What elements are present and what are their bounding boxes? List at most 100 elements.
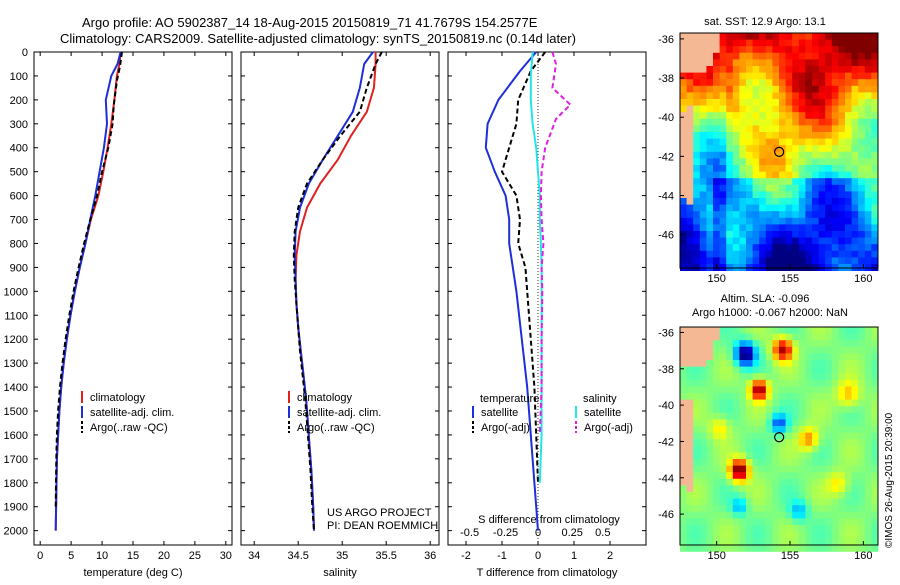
ocean-cell	[772, 244, 780, 252]
ocean-cell	[699, 379, 707, 387]
ocean-cell	[805, 231, 813, 238]
ocean-cell	[805, 158, 813, 166]
ocean-cell	[845, 257, 852, 265]
ocean-cell	[818, 485, 826, 493]
ocean-cell	[772, 92, 780, 100]
ocean-cell	[871, 198, 879, 205]
x-tick-label: 34.5	[287, 550, 308, 562]
ocean-cell	[818, 511, 826, 519]
ocean-cell	[746, 105, 753, 113]
ocean-cell	[719, 165, 727, 172]
ocean-cell	[765, 184, 773, 192]
ocean-cell	[825, 132, 833, 139]
ocean-cell	[772, 379, 780, 387]
ocean-cell	[858, 432, 866, 440]
ocean-cell	[726, 105, 734, 113]
ocean-cell	[713, 105, 720, 113]
ocean-cell	[719, 178, 727, 186]
ocean-cell	[864, 79, 872, 87]
ocean-cell	[851, 99, 859, 106]
ocean-cell	[798, 59, 806, 67]
ocean-cell	[845, 426, 852, 433]
ocean-cell	[851, 158, 859, 166]
ocean-cell	[779, 92, 786, 100]
ocean-cell	[805, 79, 813, 87]
ocean-cell	[785, 531, 793, 539]
ocean-cell	[719, 386, 727, 394]
ocean-cell	[765, 178, 773, 186]
ocean-cell	[805, 333, 813, 341]
ocean-cell	[739, 465, 747, 473]
ocean-cell	[851, 79, 859, 87]
ocean-cell	[772, 171, 780, 179]
ocean-cell	[812, 33, 819, 40]
ocean-cell	[732, 399, 740, 407]
ocean-cell	[719, 327, 727, 334]
legend-label: Argo(..raw -QC)	[297, 422, 375, 434]
ocean-cell	[845, 151, 852, 159]
ocean-cell	[732, 472, 740, 480]
ocean-cell	[726, 538, 734, 546]
ocean-cell	[825, 99, 833, 106]
ocean-cell	[746, 360, 753, 367]
ocean-cell	[732, 39, 740, 47]
ocean-cell	[680, 393, 687, 400]
ocean-cell	[706, 171, 714, 179]
ocean-cell	[746, 165, 753, 172]
ocean-cell	[785, 132, 793, 139]
ocean-cell	[765, 171, 773, 179]
ocean-cell	[706, 373, 714, 381]
ocean-cell	[779, 346, 786, 354]
map-frame	[679, 326, 879, 546]
ocean-cell	[818, 198, 826, 205]
ocean-cell	[765, 333, 773, 341]
ocean-cell	[845, 412, 852, 420]
ocean-cell	[752, 125, 760, 133]
ocean-cell	[779, 105, 786, 113]
ocean-cell	[693, 472, 701, 480]
ocean-cell	[779, 373, 786, 381]
ocean-cell	[739, 46, 747, 54]
ocean-cell	[765, 459, 773, 466]
ocean-cell	[719, 132, 727, 139]
land-cell	[680, 406, 687, 414]
ocean-cell	[779, 366, 786, 374]
ocean-cell	[680, 518, 687, 526]
ocean-cell	[831, 184, 839, 192]
ocean-cell	[818, 39, 826, 47]
ocean-cell	[845, 145, 852, 153]
ocean-cell	[858, 132, 866, 139]
ocean-cell	[825, 171, 833, 179]
ocean-cell	[680, 224, 687, 232]
ocean-cell	[805, 399, 813, 407]
ocean-cell	[831, 66, 839, 73]
ocean-cell	[798, 33, 806, 40]
ocean-cell	[765, 125, 773, 133]
ocean-cell	[732, 419, 740, 427]
land-cell	[680, 46, 687, 54]
ocean-cell	[693, 432, 701, 440]
ocean-cell	[858, 92, 866, 100]
ocean-cell	[752, 217, 760, 225]
ocean-cell	[864, 33, 872, 40]
ocean-cell	[818, 373, 826, 381]
ocean-cell	[765, 151, 773, 159]
ocean-cell	[719, 373, 727, 381]
ocean-cell	[746, 353, 753, 361]
ocean-cell	[779, 478, 786, 486]
ocean-cell	[845, 432, 852, 440]
lon-tick-label: 160	[854, 550, 872, 562]
land-cell	[693, 66, 701, 73]
ocean-cell	[851, 485, 859, 493]
ocean-cell	[746, 544, 753, 552]
ocean-cell	[871, 465, 879, 473]
ocean-cell	[792, 244, 800, 252]
ocean-cell	[792, 33, 800, 40]
ocean-cell	[838, 165, 846, 172]
ocean-cell	[752, 145, 760, 153]
ocean-cell	[706, 118, 714, 126]
ocean-cell	[759, 439, 767, 447]
ocean-cell	[752, 505, 760, 513]
ocean-cell	[818, 211, 826, 219]
ocean-cell	[706, 132, 714, 139]
